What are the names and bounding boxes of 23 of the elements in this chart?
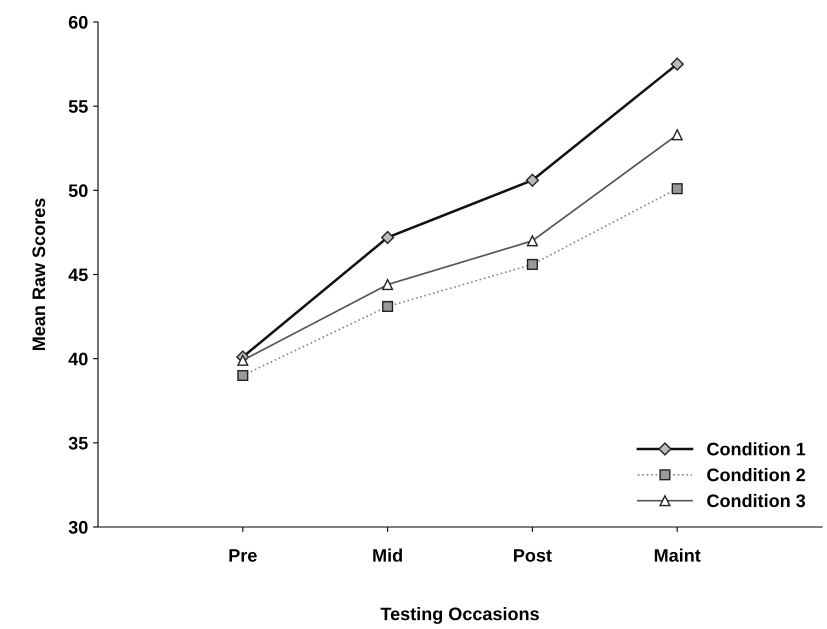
point: [526, 258, 538, 270]
point: [526, 174, 539, 187]
point: [237, 370, 248, 382]
legend-label: Condition 2: [707, 468, 806, 482]
y-axis-title: Mean Raw Scores: [32, 198, 46, 350]
y-tick-label: 40: [68, 352, 88, 366]
point: [672, 183, 683, 194]
x-axis-title: Testing Occasions: [380, 607, 539, 624]
x-tick-label: Pre: [229, 549, 257, 562]
point: [670, 57, 684, 71]
point: [382, 300, 394, 312]
point: [381, 230, 394, 244]
legend-label: Condition 1: [707, 442, 806, 456]
y-tick-label: 35: [68, 436, 88, 450]
x-tick-label: Post: [514, 549, 552, 562]
y-tick-label: 60: [68, 16, 88, 29]
x-tick-label: Mid: [373, 548, 402, 562]
y-tick-label: 55: [68, 100, 88, 113]
x-tick-label: Maint: [654, 548, 701, 562]
y-tick-label: 30: [68, 520, 88, 534]
legend-label: Condition 3: [707, 494, 806, 508]
y-tick-label: 45: [68, 268, 88, 282]
y-tick-label: 50: [68, 184, 88, 198]
